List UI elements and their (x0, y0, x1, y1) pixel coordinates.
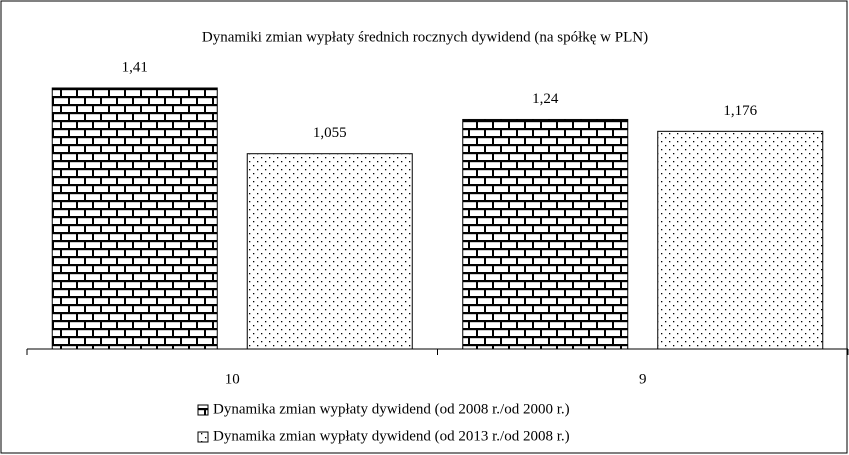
bar (246, 153, 413, 350)
x-tick-label: 9 (639, 371, 647, 387)
legend-label: Dynamika zmian wypłaty dywidend (od 2008… (213, 401, 570, 417)
value-label: 1,41 (122, 59, 148, 75)
bar (51, 87, 218, 350)
legend-swatch (197, 404, 209, 416)
value-label: 1,176 (723, 103, 757, 119)
legend-swatch (197, 431, 209, 443)
x-tick-label: 10 (225, 371, 240, 387)
bar (462, 118, 629, 350)
legend-label: Dynamika zmian wypłaty dywidend (od 2013… (213, 428, 570, 444)
value-label: 1,24 (532, 91, 559, 107)
value-label: 1,055 (313, 125, 347, 141)
bar (657, 130, 824, 350)
chart-title: Dynamiki zmian wypłaty średnich rocznych… (202, 29, 648, 45)
